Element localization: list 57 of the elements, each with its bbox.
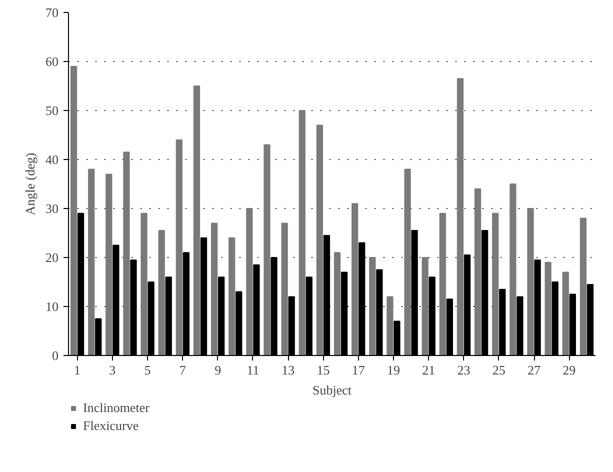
x-tick-label: 1 bbox=[74, 362, 81, 378]
x-tick-label: 9 bbox=[214, 362, 222, 378]
y-tick-label: 50 bbox=[46, 103, 58, 118]
y-tick-label: 10 bbox=[46, 299, 58, 314]
bar bbox=[474, 188, 482, 356]
bar bbox=[492, 212, 499, 356]
x-tick-label: 29 bbox=[562, 362, 576, 378]
bar bbox=[316, 124, 324, 356]
bar bbox=[580, 218, 587, 356]
x-tick-label: 15 bbox=[316, 362, 330, 378]
bar bbox=[176, 139, 182, 356]
x-tick-label: 23 bbox=[457, 362, 470, 378]
bar bbox=[158, 230, 165, 356]
legend-label: Inclinometer bbox=[83, 400, 150, 416]
bar bbox=[264, 144, 270, 356]
legend-label: Flexicurve bbox=[83, 418, 139, 434]
x-axis-title: Subject bbox=[312, 382, 352, 398]
x-tick-label: 25 bbox=[492, 362, 506, 378]
bar bbox=[193, 86, 200, 356]
bar bbox=[281, 222, 288, 356]
bar bbox=[544, 262, 552, 356]
bar bbox=[527, 208, 534, 356]
x-tick-label: 21 bbox=[422, 362, 436, 378]
x-tick-label: 5 bbox=[144, 362, 151, 378]
x-tick-label: 11 bbox=[246, 362, 260, 378]
bar bbox=[334, 252, 341, 356]
bar bbox=[298, 110, 306, 356]
bar bbox=[210, 222, 218, 356]
bar bbox=[123, 152, 130, 356]
bar bbox=[140, 212, 148, 356]
bar bbox=[246, 208, 253, 356]
bar bbox=[70, 66, 78, 356]
bar bbox=[422, 257, 428, 356]
y-tick-label: 60 bbox=[46, 54, 58, 69]
y-tick-label: 0 bbox=[52, 348, 58, 363]
bar bbox=[439, 212, 446, 356]
bar bbox=[106, 174, 112, 356]
bar bbox=[386, 296, 394, 356]
x-tick-label: 3 bbox=[109, 362, 116, 378]
y-axis-title: Angle (deg) bbox=[22, 152, 38, 216]
x-tick-label: 19 bbox=[386, 362, 400, 378]
bar bbox=[369, 257, 376, 356]
bar bbox=[404, 168, 411, 356]
bar bbox=[562, 272, 569, 356]
y-tick-label: 70 bbox=[46, 5, 58, 20]
y-tick-label: 20 bbox=[46, 250, 58, 265]
bar bbox=[510, 184, 516, 356]
bar bbox=[228, 237, 236, 356]
x-tick-label: 17 bbox=[352, 362, 366, 378]
bar bbox=[352, 203, 358, 356]
bar bbox=[88, 168, 95, 356]
y-tick-label: 40 bbox=[46, 152, 58, 167]
y-tick-label: 30 bbox=[46, 201, 58, 216]
x-tick-label: 27 bbox=[528, 362, 542, 378]
bar bbox=[456, 78, 464, 356]
x-tick-label: 7 bbox=[179, 362, 186, 378]
x-tick-label: 13 bbox=[282, 362, 295, 378]
